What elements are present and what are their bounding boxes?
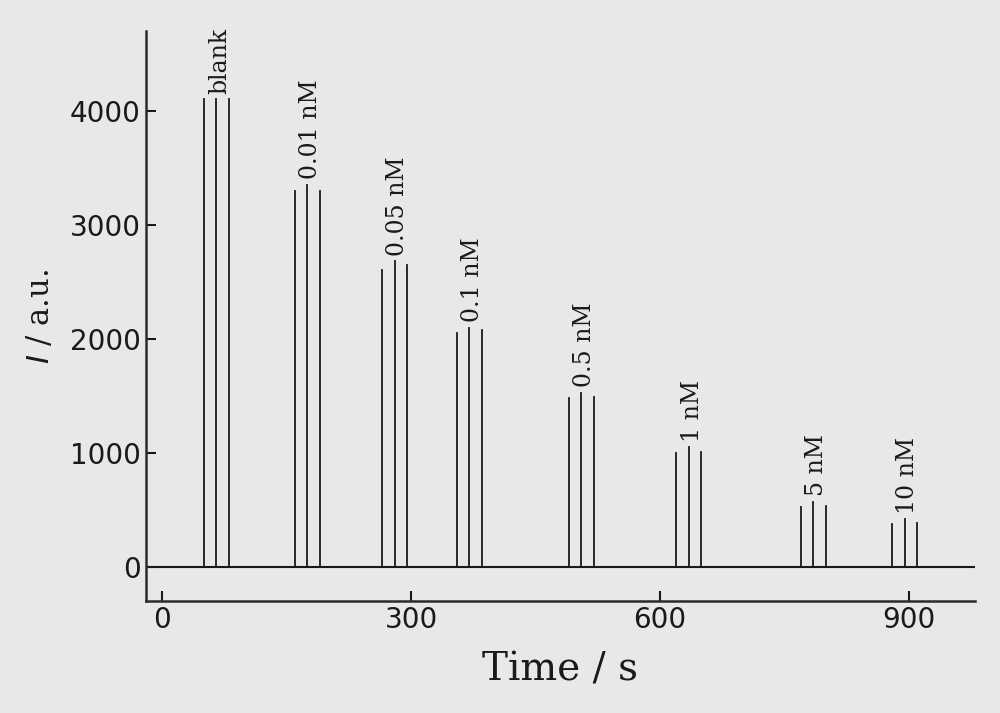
Text: blank: blank	[208, 27, 231, 93]
Text: 10 nM: 10 nM	[896, 436, 919, 513]
Text: 1 nM: 1 nM	[681, 379, 704, 441]
Text: 0.1 nM: 0.1 nM	[461, 237, 484, 322]
Text: 5 nM: 5 nM	[805, 434, 828, 496]
Y-axis label: $\mathit{I}$ / a.u.: $\mathit{I}$ / a.u.	[25, 269, 56, 364]
Text: 0.01 nM: 0.01 nM	[299, 79, 322, 179]
Text: 0.5 nM: 0.5 nM	[573, 302, 596, 387]
X-axis label: Time / s: Time / s	[482, 651, 638, 688]
Text: 0.05 nM: 0.05 nM	[386, 156, 409, 255]
